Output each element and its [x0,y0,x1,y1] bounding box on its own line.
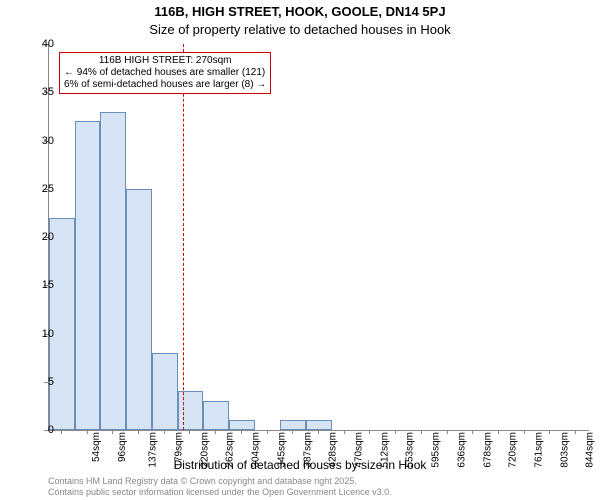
y-tick-label: 5 [48,376,54,388]
x-tick [267,430,268,434]
chart-container: 116B, HIGH STREET, HOOK, GOOLE, DN14 5PJ… [0,0,600,500]
x-tick [189,430,190,434]
y-tick-label: 10 [42,328,54,340]
copyright-text: Contains HM Land Registry data © Crown c… [48,476,392,498]
annotation-line2: 6% of semi-detached houses are larger (8… [64,79,266,91]
histogram-bar [280,420,306,430]
x-tick [472,430,473,434]
x-tick [87,430,88,434]
histogram-bar [306,420,332,430]
histogram-bar [126,189,152,430]
chart-title-main: 116B, HIGH STREET, HOOK, GOOLE, DN14 5PJ [0,4,600,19]
x-tick [164,430,165,434]
x-tick [447,430,448,434]
x-tick [215,430,216,434]
annotation-box: 116B HIGH STREET: 270sqm← 94% of detache… [59,52,271,94]
annotation-title: 116B HIGH STREET: 270sqm [64,55,266,67]
histogram-bar [178,391,204,430]
histogram-bar [203,401,229,430]
x-tick [421,430,422,434]
x-tick [369,430,370,434]
copyright-line2: Contains public sector information licen… [48,487,392,498]
x-tick [241,430,242,434]
x-tick [524,430,525,434]
histogram-bar [100,112,126,430]
copyright-line1: Contains HM Land Registry data © Crown c… [48,476,392,487]
chart-title-sub: Size of property relative to detached ho… [0,22,600,37]
x-tick [498,430,499,434]
y-tick-label: 15 [42,279,54,291]
y-tick-label: 20 [42,231,54,243]
plot-area [48,44,589,431]
y-tick-label: 0 [48,424,54,436]
x-tick [549,430,550,434]
x-tick [575,430,576,434]
x-axis-label: Distribution of detached houses by size … [0,458,600,472]
annotation-line1: ← 94% of detached houses are smaller (12… [64,67,266,79]
histogram-bar [75,121,101,430]
y-tick-label: 30 [42,135,54,147]
x-tick [138,430,139,434]
y-tick-label: 35 [42,86,54,98]
x-tick [318,430,319,434]
x-tick [112,430,113,434]
y-tick-label: 40 [42,38,54,50]
histogram-bar [229,420,255,430]
x-tick [395,430,396,434]
x-tick [344,430,345,434]
histogram-bar [152,353,178,430]
marker-line [183,44,184,430]
x-tick [61,430,62,434]
y-tick-label: 25 [42,183,54,195]
x-tick [292,430,293,434]
histogram-bar [49,218,75,430]
